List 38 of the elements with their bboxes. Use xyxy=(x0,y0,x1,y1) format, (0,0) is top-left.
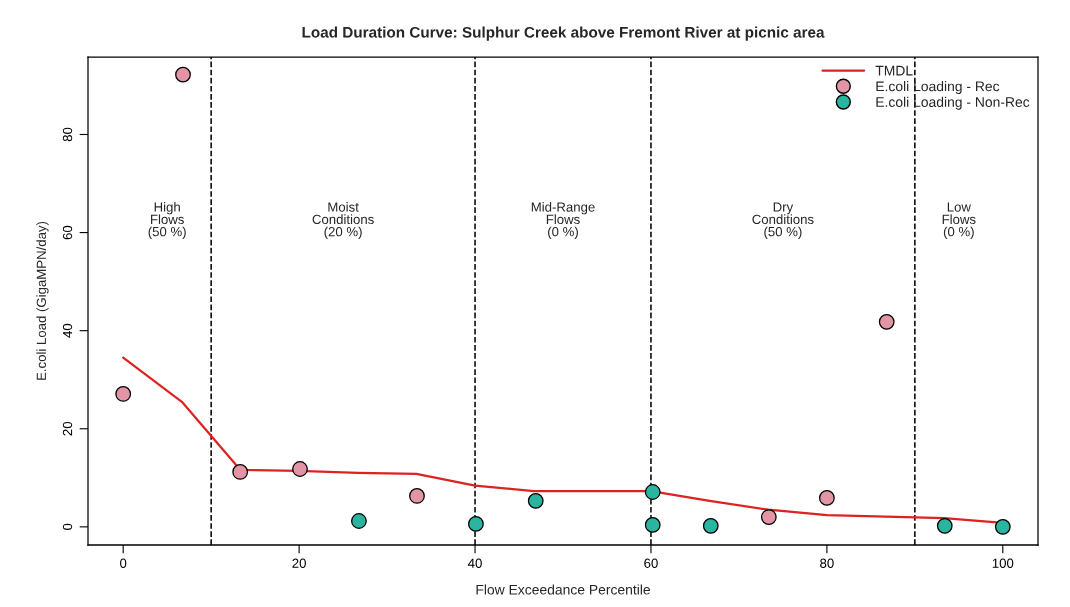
x-tick-label: 20 xyxy=(292,558,306,568)
y-tick-label: 60 xyxy=(62,225,73,240)
point xyxy=(115,386,132,402)
point xyxy=(936,517,953,534)
point xyxy=(292,461,308,477)
y-tick-label: 80 xyxy=(62,127,73,142)
annotation: Mid-Range Flows (0 %) xyxy=(531,202,595,239)
point xyxy=(527,492,544,509)
point xyxy=(409,488,425,504)
x-tick-label: 40 xyxy=(468,558,482,568)
annotation: High Flows (50 %) xyxy=(148,202,186,239)
point xyxy=(994,518,1011,535)
point xyxy=(468,516,484,532)
annotation: Low Flows (0 %) xyxy=(942,202,976,239)
legend-label: TMDL xyxy=(875,65,913,76)
legend-label: E.coli Loading - Non-Rec xyxy=(876,96,1030,110)
x-tick-label: 0 xyxy=(120,558,127,568)
point xyxy=(702,517,719,534)
point xyxy=(644,516,661,533)
point xyxy=(878,313,895,330)
legend-label: E.coli Loading - Rec xyxy=(876,81,1000,95)
point xyxy=(644,484,661,500)
point xyxy=(232,464,249,480)
y-tick-label: 20 xyxy=(62,421,73,436)
point xyxy=(818,490,835,506)
annotation: Moist Conditions (20 %) xyxy=(312,202,374,239)
x-tick-label: 100 xyxy=(992,558,1014,568)
chart-title: Load Duration Curve: Sulphur Creek above Fremont River at picnic area xyxy=(302,26,825,41)
y-tick-label: 0 xyxy=(62,523,73,531)
point xyxy=(760,509,777,525)
point xyxy=(351,513,367,529)
y-tick-label: 40 xyxy=(62,323,73,338)
x-axis-title: Flow Exceedance Percentile xyxy=(476,584,651,595)
annotation: Dry Conditions (50 %) xyxy=(752,202,814,239)
x-tick-label: 80 xyxy=(820,558,834,568)
x-tick-label: 60 xyxy=(644,558,658,568)
point xyxy=(175,66,191,83)
y-axis-title: E.coli Load (GigaMPN/day) xyxy=(36,221,49,380)
